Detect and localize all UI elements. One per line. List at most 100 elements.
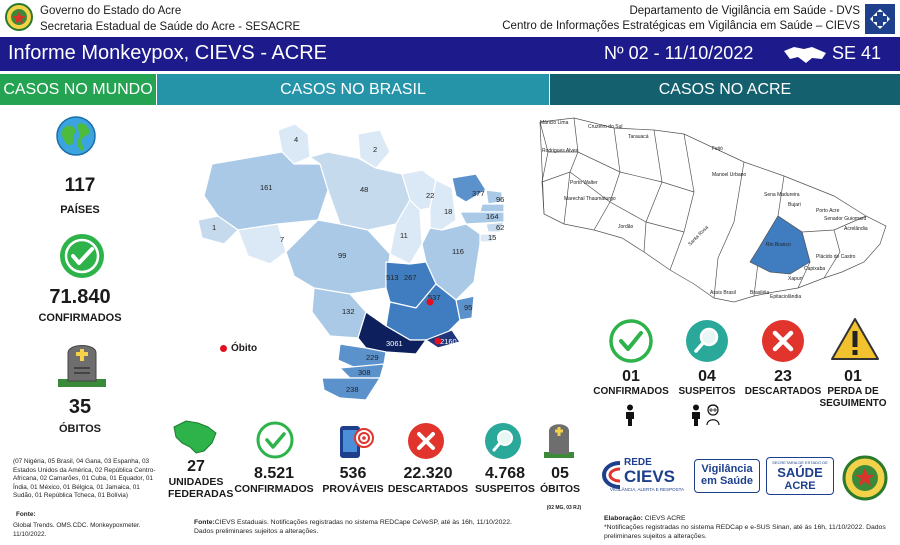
acre-label-manoel-urbano: Manoel Urbano xyxy=(712,172,746,178)
acre-label-mancio-lima: Mâncio Lima xyxy=(540,120,569,126)
vigilancia-logo: Vigilância em Saúde xyxy=(694,459,760,493)
brazil-suspected-label: SUSPEITOS xyxy=(475,483,535,495)
acre-label-porto-acre: Porto Acre xyxy=(816,208,840,214)
saude-acre-logo: SECRETARIA DE ESTADO DE SAÚDE ACRE xyxy=(766,457,834,495)
world-source-title: Fonte: xyxy=(16,511,36,518)
map-label-sc: 308 xyxy=(358,368,371,377)
map-label-ma: 22 xyxy=(426,191,434,200)
map-label-pe: 164 xyxy=(486,212,499,221)
rede-label: REDE xyxy=(624,457,652,468)
brazil-deaths-label: ÓBITOS xyxy=(539,483,581,495)
acre-suspected-value: 04 xyxy=(698,368,716,385)
world-deaths-label: ÓBITOS xyxy=(59,423,101,435)
map-label-ba: 116 xyxy=(452,247,464,256)
acre-label-acrelandia: Acrelândia xyxy=(844,226,868,232)
check-icon xyxy=(609,319,653,363)
map-label-es: 95 xyxy=(464,303,472,312)
brazil-map-icon xyxy=(173,420,217,454)
rio-branco-highlight xyxy=(749,215,811,275)
death-marker-rj xyxy=(434,337,442,345)
tombstone-icon xyxy=(58,345,106,387)
map-label-rn: 96 xyxy=(496,195,504,204)
brazil-confirmed-value: 8.521 xyxy=(253,465,295,482)
brazil-source-text: CIEVS Estaduais. Notificações registrada… xyxy=(194,519,512,535)
acre-label-rio-branco: Rio Branco xyxy=(766,242,791,248)
world-countries-label: PAÍSES xyxy=(60,204,100,216)
section-brazil: CASOS NO BRASIL xyxy=(157,74,549,105)
map-label-mg: 537 xyxy=(428,293,441,302)
map-label-ro: 7 xyxy=(280,235,284,244)
acre-elaboration: Elaboração: CIEVS ACRE xyxy=(604,514,894,523)
acre-label-sena-madureira: Sena Madureira xyxy=(764,192,800,198)
partner-logos: REDE CIEVS VIGILÂNCIA, ALERTA E RESPOSTA… xyxy=(602,455,896,501)
world-deaths-note: (07 Nigéria, 05 Brasil, 04 Gana, 03 Espa… xyxy=(13,458,156,500)
death-legend-dot xyxy=(220,344,227,352)
epidemiological-week: SE 41 xyxy=(832,43,882,63)
acre-label-jordao: Jordão xyxy=(618,224,634,230)
acre-discarded-label: DESCARTADOS xyxy=(744,386,822,397)
map-legend-label: Óbito xyxy=(231,343,258,354)
acre-elaboration-text: CIEVS ACRE xyxy=(644,515,686,522)
brazil-suspected-value: 4.768 xyxy=(484,465,526,482)
acre-label-epitaciolandia: Epitaciolândia xyxy=(770,294,801,300)
map-label-ap: 2 xyxy=(373,145,377,154)
state-ce xyxy=(451,173,487,203)
state-es xyxy=(455,295,475,321)
brazil-uf-value: 27 xyxy=(187,458,205,475)
map-label-ce: 377 xyxy=(472,189,485,198)
check-icon xyxy=(256,421,294,459)
map-label-se: 15 xyxy=(488,233,496,242)
brazil-confirmed-label: CONFIRMADOS xyxy=(234,483,314,495)
brazil-uf-label: UNIDADES FEDERADAS xyxy=(168,476,234,500)
check-icon xyxy=(60,234,104,278)
brazil-source: Fonte:CIEVS Estaduais. Notificações regi… xyxy=(194,518,524,536)
vigilancia-label-2: em Saúde xyxy=(701,475,753,487)
map-label-ac: 1 xyxy=(212,223,216,232)
map-label-pa: 48 xyxy=(360,185,368,194)
brazil-probable-label: PROVÁVEIS xyxy=(322,483,384,495)
acre-map-icon xyxy=(784,47,826,63)
acre-seal-icon xyxy=(842,455,888,501)
map-label-to: 11 xyxy=(400,231,408,240)
bulletin-title: Informe Monkeypox, CIEVS - ACRE xyxy=(8,42,328,64)
map-label-rj: 2160 xyxy=(440,337,457,346)
section-acre: CASOS NO ACRE xyxy=(550,74,900,105)
globe-icon xyxy=(56,116,96,156)
state-rn xyxy=(485,189,503,205)
map-label-go: 513 xyxy=(386,273,399,282)
acre-label-porto-walter: Porto Walter xyxy=(570,180,598,186)
acre-confirmed-value: 01 xyxy=(622,368,640,385)
acre-note: *Notificações registradas no sistema RED… xyxy=(604,524,886,540)
map-label-df: 267 xyxy=(404,273,417,282)
world-confirmed-label: CONFIRMADOS xyxy=(38,312,122,324)
acre-lost-followup-label: PERDA DE SEGUIMENTO xyxy=(819,386,887,409)
state-rj xyxy=(424,329,461,349)
acre-label-placido-de-castro: Plácido de Castro xyxy=(816,254,856,260)
cievs-subtitle: VIGILÂNCIA, ALERTA E RESPOSTA xyxy=(610,487,685,492)
death-marker-mg xyxy=(426,298,434,306)
acre-discarded-value: 23 xyxy=(774,368,792,385)
acre-elaboration-title: Elaboração: xyxy=(604,515,643,522)
brazil-deaths-value: 05 xyxy=(551,465,569,482)
state-ac xyxy=(197,215,239,245)
header-right: Departamento de Vigilância em Saúde - DV… xyxy=(380,2,860,32)
acre-map: Mâncio Lima Cruzeiro do Sul Tarauacá Fei… xyxy=(539,117,887,303)
state-pi xyxy=(429,179,457,231)
bulletin-number: Nº 02 - 11/10/2022 xyxy=(604,43,754,63)
acre-label-brasileia: Brasiléia xyxy=(750,290,769,296)
acre-label-capixaba: Capixaba xyxy=(804,266,825,272)
vigilancia-label-1: Vigilância xyxy=(701,463,753,475)
state-ap xyxy=(357,129,391,169)
secretariat-name: Secretaria Estadual de Saúde do Acre - S… xyxy=(40,21,301,33)
acre-label-assis-brasil: Assis Brasil xyxy=(710,290,736,296)
cievs-label: CIEVS xyxy=(624,467,676,486)
acre-label-cruzeiro-do-sul: Cruzeiro do Sul xyxy=(588,124,622,130)
person-icon xyxy=(692,404,700,426)
acre-label: ACRE xyxy=(784,480,816,492)
map-label-ms: 132 xyxy=(342,307,355,316)
brazil-discarded-label: DESCARTADOS xyxy=(387,483,469,495)
map-legend: Óbito xyxy=(220,343,257,354)
sus-cross-icon xyxy=(865,4,895,34)
tombstone-icon xyxy=(544,424,574,458)
acre-label-tarauaca: Tarauacá xyxy=(628,134,649,140)
